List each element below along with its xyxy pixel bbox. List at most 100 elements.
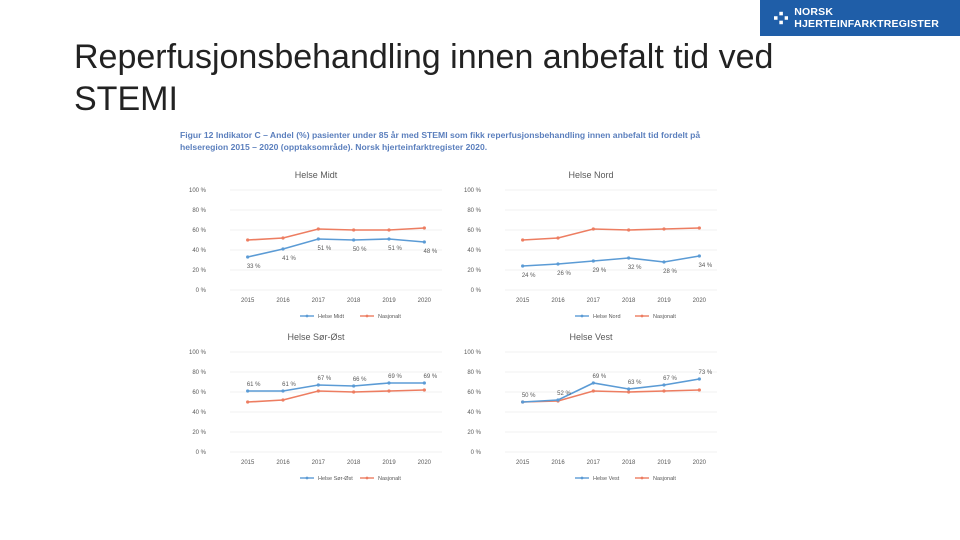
y-tick-label: 60 % — [192, 228, 206, 234]
data-label: 50 % — [353, 247, 367, 253]
legend-label: Helse Vest — [593, 476, 620, 482]
legend-marker — [305, 476, 309, 480]
y-tick-label: 0 % — [196, 450, 207, 456]
legend-marker — [365, 476, 369, 480]
x-tick-label: 2017 — [312, 460, 326, 466]
data-label: 69 % — [423, 374, 437, 380]
y-tick-label: 60 % — [467, 228, 481, 234]
y-tick-label: 20 % — [192, 430, 206, 436]
data-point-nasjonalt — [246, 238, 250, 242]
x-tick-label: 2016 — [551, 460, 565, 466]
x-tick-label: 2020 — [418, 460, 432, 466]
chart-title: Helse Midt — [295, 170, 338, 180]
x-tick-label: 2016 — [276, 298, 290, 304]
x-tick-label: 2018 — [622, 298, 636, 304]
y-tick-label: 80 % — [467, 370, 481, 376]
legend-label: Nasjonalt — [378, 476, 401, 482]
data-point-nasjonalt — [281, 398, 285, 402]
data-point-helse-vest — [556, 398, 560, 402]
legend-label: Nasjonalt — [378, 314, 401, 320]
legend-label: Nasjonalt — [653, 314, 676, 320]
data-point-helse-s-r-st — [387, 381, 391, 385]
data-point-helse-nord — [521, 264, 525, 268]
y-tick-label: 40 % — [192, 248, 206, 254]
data-point-helse-midt — [387, 237, 391, 241]
data-point-nasjonalt — [521, 238, 525, 242]
x-tick-label: 2019 — [382, 298, 396, 304]
chart-title: Helse Nord — [568, 170, 613, 180]
legend-marker — [305, 314, 309, 318]
y-tick-label: 40 % — [192, 410, 206, 416]
chart-helse-nord: Helse Nord 0 % 20 % 40 % 60 % 80 % 100 % 2015 20… — [464, 170, 717, 320]
y-tick-label: 0 % — [471, 288, 482, 294]
data-label: 67 % — [317, 376, 331, 382]
y-tick-label: 40 % — [467, 410, 481, 416]
x-tick-label: 2017 — [587, 460, 601, 466]
data-point-helse-vest — [662, 383, 666, 387]
legend-label: Helse Midt — [318, 314, 344, 320]
data-point-nasjonalt — [316, 227, 320, 231]
legend-marker — [365, 314, 369, 318]
data-label: 50 % — [522, 393, 536, 399]
data-label: 63 % — [628, 380, 642, 386]
data-label: 29 % — [592, 268, 606, 274]
y-tick-label: 80 % — [467, 208, 481, 214]
data-label: 32 % — [628, 265, 642, 271]
data-point-nasjonalt — [246, 400, 250, 404]
x-tick-label: 2015 — [241, 298, 255, 304]
y-tick-label: 20 % — [467, 268, 481, 274]
data-point-nasjonalt — [627, 390, 631, 394]
data-label: 66 % — [353, 377, 367, 383]
legend-label: Helse Sør-Øst — [318, 476, 353, 482]
data-point-nasjonalt — [422, 226, 426, 230]
series-line-nasjonalt — [247, 227, 425, 241]
data-point-helse-midt — [316, 237, 320, 241]
data-point-helse-vest — [627, 387, 631, 391]
x-tick-label: 2018 — [347, 460, 361, 466]
data-label: 24 % — [522, 273, 536, 279]
data-label: 51 % — [388, 246, 402, 252]
registry-logo: NORSK HJERTEINFARKTREGISTER — [760, 0, 960, 36]
chart-title: Helse Vest — [569, 332, 613, 342]
legend-label: Helse Nord — [593, 314, 621, 320]
data-label: 51 % — [317, 246, 331, 252]
data-point-helse-nord — [662, 260, 666, 264]
series-line-nasjonalt — [522, 227, 700, 241]
data-point-helse-s-r-st — [422, 381, 426, 385]
x-tick-label: 2015 — [516, 298, 530, 304]
data-point-helse-midt — [352, 238, 356, 242]
x-tick-label: 2020 — [693, 298, 707, 304]
chart-title: Helse Sør-Øst — [287, 332, 345, 342]
data-point-nasjonalt — [352, 228, 356, 232]
x-tick-label: 2019 — [382, 460, 396, 466]
y-tick-label: 100 % — [189, 350, 207, 356]
x-tick-label: 2017 — [587, 298, 601, 304]
data-point-nasjonalt — [387, 228, 391, 232]
data-point-helse-vest — [591, 381, 595, 385]
data-point-helse-nord — [627, 256, 631, 260]
data-point-helse-s-r-st — [281, 389, 285, 393]
x-tick-label: 2020 — [693, 460, 707, 466]
y-tick-label: 100 % — [189, 188, 207, 194]
data-label: 61 % — [282, 382, 296, 388]
chart-helse-sor-ost: Helse Sør-Øst 0 % 20 % 40 % 60 % 80 % 100 % 201… — [189, 332, 442, 482]
x-tick-label: 2019 — [657, 298, 671, 304]
data-point-nasjonalt — [281, 236, 285, 240]
x-tick-label: 2018 — [622, 460, 636, 466]
cross-logo-icon — [774, 11, 789, 25]
x-tick-label: 2019 — [657, 460, 671, 466]
data-point-helse-s-r-st — [316, 383, 320, 387]
y-tick-label: 60 % — [467, 390, 481, 396]
data-label: 48 % — [423, 249, 437, 255]
data-point-nasjonalt — [387, 389, 391, 393]
series-line-nasjonalt — [522, 389, 700, 403]
slide-title: Reperfusjonsbehandling innen anbefalt ti… — [74, 38, 774, 118]
data-point-nasjonalt — [662, 389, 666, 393]
data-point-nasjonalt — [697, 388, 701, 392]
data-label: 34 % — [698, 263, 712, 269]
data-point-nasjonalt — [662, 227, 666, 231]
y-tick-label: 40 % — [467, 248, 481, 254]
data-point-helse-vest — [697, 377, 701, 381]
data-point-helse-midt — [281, 247, 285, 251]
data-label: 26 % — [557, 271, 571, 277]
